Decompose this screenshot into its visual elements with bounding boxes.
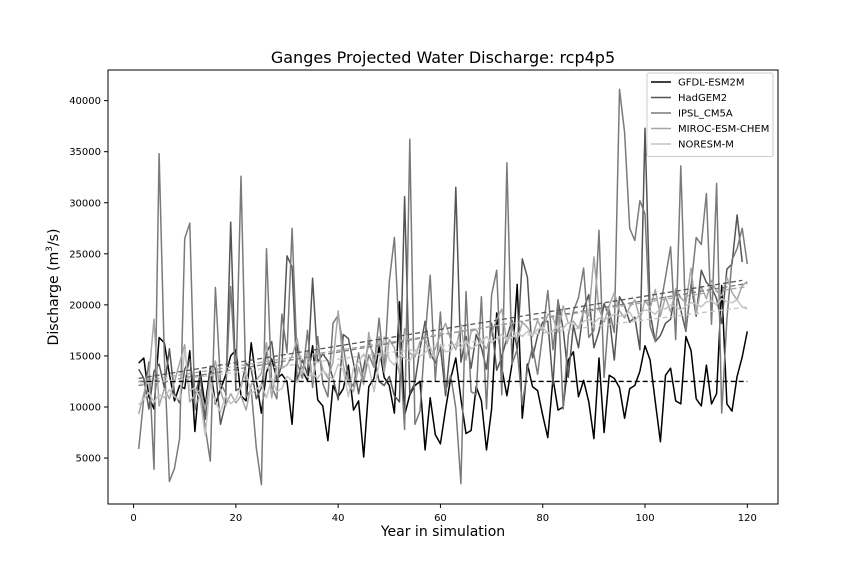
x-tick-label-3: 60 [434,513,447,524]
y-axis-title-superscript: 3 [45,246,55,252]
legend-label-4: NORESM-M [678,140,734,151]
y-tick-label-0: 5000 [76,454,101,465]
y-tick-label-5: 30000 [69,198,101,209]
legend-label-3: MIROC-ESM-CHEM [678,124,769,135]
y-axis-title-base: Discharge (m [46,252,62,346]
series-line-2 [137,88,749,486]
y-tick-label-3: 20000 [69,300,101,311]
legend: GFDL-ESM2M HadGEM2 IPSL_CM5A MIROC-ESM-CHEM… [646,72,774,157]
legend-box [646,72,774,157]
x-tick-label-6: 120 [738,513,757,524]
legend-label-2: IPSL_CM5A [678,109,733,120]
trend-line-3 [138,285,748,383]
series-line-1 [138,127,743,426]
y-tick-label-2: 15000 [69,351,101,362]
y-axis-title-tail: /s) [46,229,62,246]
x-tick-label-2: 40 [332,513,345,524]
y-tick-label-1: 10000 [69,402,101,413]
chart-title: Ganges Projected Water Discharge: rcp4p5 [271,48,615,67]
trend-line-4 [138,306,748,386]
legend-label-0: GFDL-ESM2M [678,78,745,89]
series-line-4 [138,297,748,437]
y-tick-label-4: 25000 [69,249,101,260]
plot-frame [107,69,779,505]
plot-area [137,88,749,486]
y-axis-title: Discharge (m3/s) [45,229,62,346]
legend-label-1: HadGEM2 [678,93,727,104]
y-tick-label-7: 40000 [69,96,101,107]
x-tick-label-5: 100 [635,513,654,524]
x-axis-title: Year in simulation [380,524,505,540]
x-tick-label-1: 20 [229,513,242,524]
x-tick-label-4: 80 [536,513,549,524]
trend-line-1 [138,279,743,380]
axes: 0 20 40 60 80 100 120 5000 10000 15000 20000 25000 3… [69,69,779,524]
y-tick-label-6: 35000 [69,147,101,158]
x-tick-label-0: 0 [130,513,136,524]
